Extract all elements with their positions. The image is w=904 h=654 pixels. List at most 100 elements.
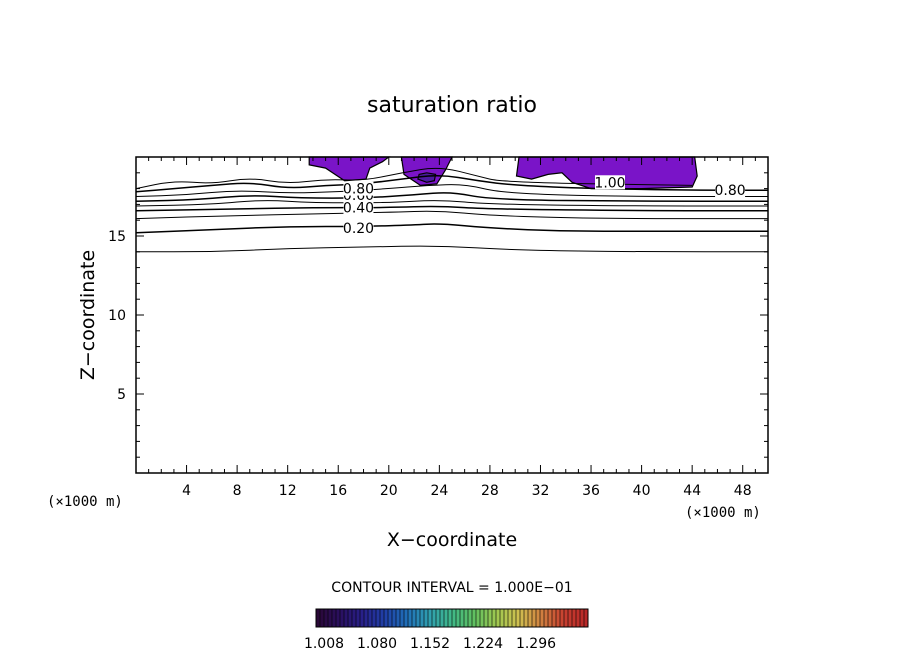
- colorbar-cell-51: [520, 609, 525, 627]
- colorbar-cell-64: [572, 609, 577, 627]
- colorbar-cell-43: [488, 609, 493, 627]
- colorbar-cell-66: [580, 609, 585, 627]
- colorbar-cell-6: [340, 609, 345, 627]
- colorbar-cell-8: [348, 609, 353, 627]
- contour-line-1: [135, 223, 768, 234]
- colorbar-cell-41: [480, 609, 485, 627]
- y-axis-label: Z−coordinate: [77, 250, 99, 380]
- x-unit-left: (×1000 m): [47, 494, 123, 510]
- colorbar-cell-28: [428, 609, 433, 627]
- colorbar-cell-7: [344, 609, 349, 627]
- colorbar-cell-33: [448, 609, 453, 627]
- colorbar-cell-13: [368, 609, 373, 627]
- colorbar-cell-23: [408, 609, 413, 627]
- x-tick-label-40: 40: [633, 483, 651, 499]
- colorbar-cell-1: [320, 609, 325, 627]
- colorbar-cell-32: [444, 609, 449, 627]
- contour-interval-note: CONTOUR INTERVAL = 1.000E−01: [331, 580, 572, 596]
- contour-label-1: 0.40: [343, 201, 374, 217]
- colorbar-cell-21: [400, 609, 405, 627]
- plot-frame: [135, 156, 769, 474]
- x-tick-label-8: 8: [233, 483, 242, 499]
- colorbar-cell-62: [564, 609, 569, 627]
- colorbar-cell-9: [352, 609, 357, 627]
- y-tick-label-15: 15: [108, 229, 126, 245]
- colorbar-cell-3: [328, 609, 333, 627]
- contour-label-4: 1.00: [594, 175, 625, 191]
- colorbar-cell-38: [468, 609, 473, 627]
- contour-lines: [135, 167, 768, 253]
- colorbar-frame: [315, 608, 589, 628]
- x-tick-label-36: 36: [582, 483, 600, 499]
- filled-region-2: [515, 156, 698, 190]
- x-tick-label-44: 44: [683, 483, 701, 499]
- colorbar-cell-26: [420, 609, 425, 627]
- y-tick-label-5: 5: [117, 387, 126, 403]
- colorbar-cell-29: [432, 609, 437, 627]
- colorbar-cell-22: [404, 609, 409, 627]
- y-tick-label-10: 10: [108, 308, 126, 324]
- colorbar-tick-2: 1.152: [410, 636, 450, 652]
- x-tick-label-4: 4: [182, 483, 191, 499]
- colorbar-cell-4: [332, 609, 337, 627]
- colorbar-cell-50: [516, 609, 521, 627]
- colorbar-cell-59: [552, 609, 557, 627]
- colorbar-cell-14: [372, 609, 377, 627]
- colorbar-cell-37: [464, 609, 469, 627]
- contour-label-bg-1: [343, 200, 374, 215]
- colorbar-cell-15: [376, 609, 381, 627]
- colorbar-cell-30: [436, 609, 441, 627]
- contour-label-3: 0.80: [343, 182, 374, 198]
- colorbar-cell-35: [456, 609, 461, 627]
- x-axis-label: X−coordinate: [387, 529, 517, 551]
- x-tick-label-32: 32: [532, 483, 550, 499]
- colorbar-cell-46: [500, 609, 505, 627]
- filled-region-0: [308, 156, 391, 182]
- colorbar-cell-25: [416, 609, 421, 627]
- contour-line-4: [135, 200, 768, 207]
- contour-label-5: 0.80: [715, 183, 746, 199]
- contour-line-0: [136, 245, 768, 253]
- colorbar-cell-24: [412, 609, 417, 627]
- colorbar-cell-20: [396, 609, 401, 627]
- y-tick-labels: 5 10 15: [108, 229, 126, 403]
- colorbar-cell-57: [544, 609, 549, 627]
- contour-line-7: [135, 175, 768, 193]
- colorbar-cell-11: [360, 609, 365, 627]
- colorbar-cell-65: [576, 609, 581, 627]
- colorbar-cell-34: [452, 609, 457, 627]
- colorbar-cell-19: [392, 609, 397, 627]
- colorbar-cell-54: [532, 609, 537, 627]
- colorbar-cell-42: [484, 609, 489, 627]
- colorbar-cell-45: [496, 609, 501, 627]
- colorbar-cell-10: [356, 609, 361, 627]
- colorbar-cell-16: [380, 609, 385, 627]
- colorbar-cell-49: [512, 609, 517, 627]
- colorbar-tick-0: 1.008: [304, 636, 344, 652]
- colorbar-tick-3: 1.224: [463, 636, 503, 652]
- colorbar-cell-39: [472, 609, 477, 627]
- contour-label-bg-0: [343, 221, 374, 236]
- colorbar-cell-44: [492, 609, 497, 627]
- colorbar-cell-17: [384, 609, 389, 627]
- colorbar-cell-27: [424, 609, 429, 627]
- contour-line-6: [135, 184, 768, 197]
- colorbar-cell-36: [460, 609, 465, 627]
- colorbar-cell-5: [336, 609, 341, 627]
- colorbar-cell-63: [568, 609, 573, 627]
- colorbar-cell-52: [524, 609, 529, 627]
- x-tick-label-12: 12: [279, 483, 297, 499]
- colorbar-cell-67: [584, 609, 589, 627]
- x-tick-labels: 4 8 12 16 20 24 28 32 36 40 44 48: [182, 483, 751, 499]
- colorbar-cell-56: [540, 609, 545, 627]
- contour-line-8: [135, 167, 693, 190]
- colorbar-cell-18: [388, 609, 393, 627]
- x-unit-right: (×1000 m): [685, 505, 761, 521]
- colorbar-cell-60: [556, 609, 561, 627]
- x-tick-label-20: 20: [380, 483, 398, 499]
- axis-ticks: [136, 157, 768, 473]
- colorbar-cell-31: [440, 609, 445, 627]
- x-tick-label-16: 16: [329, 483, 347, 499]
- colorbar-cell-55: [536, 609, 541, 627]
- x-tick-label-24: 24: [430, 483, 448, 499]
